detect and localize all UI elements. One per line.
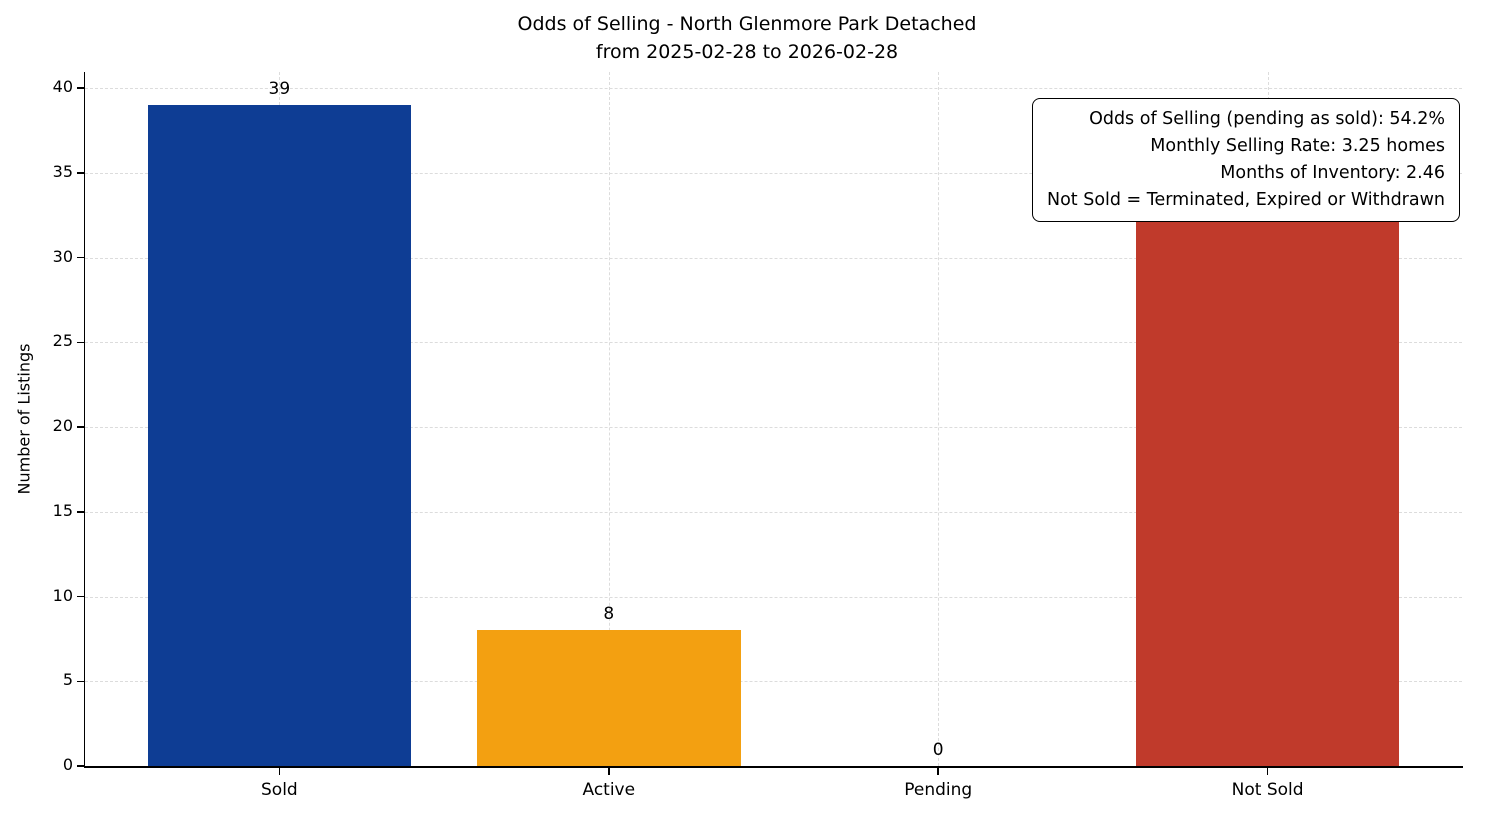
annotation-line-notsold-note: Not Sold = Terminated, Expired or Withdr… [1046,190,1445,210]
x-tick-mark [1266,767,1269,775]
bar-sold [147,105,412,766]
y-tick-label: 10 [52,585,73,605]
annotation-line-inventory: Months of Inventory: 2.46 [1220,163,1445,183]
y-tick-label: 35 [52,161,73,181]
gridline-horizontal [85,681,1462,683]
y-tick-mark [77,680,84,682]
gridline-vertical [608,72,610,766]
gridline-horizontal [85,342,1462,344]
gridline-horizontal [85,88,1462,90]
bar-value-label: 39 [268,79,291,100]
y-tick-mark [77,341,84,344]
y-tick-label: 20 [52,416,73,436]
y-tick-mark [77,426,84,428]
annotation-box: Odds of Selling (pending as sold): 54.2%… [1031,98,1460,222]
chart-subtitle: from 2025-02-28 to 2026-02-28 [595,41,899,63]
x-tick-label: Not Sold [1231,780,1304,800]
y-tick-mark [77,87,84,89]
x-tick-label: Pending [904,780,973,800]
x-axis-spine [83,766,1463,768]
y-tick-label: 0 [62,755,73,774]
bar-active [477,630,741,766]
bar-value-label: 8 [603,604,615,625]
y-tick-label: 40 [52,77,73,97]
bar-not-sold [1135,206,1400,766]
y-axis-spine [83,72,85,767]
y-tick-mark [77,256,84,259]
gridline-vertical [938,72,940,766]
x-tick-mark [608,767,610,775]
gridline-horizontal [85,511,1462,513]
y-tick-label: 25 [52,331,73,351]
gridline-horizontal [85,427,1462,429]
gridline-horizontal [85,596,1462,598]
annotation-line-rate: Monthly Selling Rate: 3.25 homes [1150,136,1445,156]
y-tick-mark [77,765,84,767]
bar-value-label: 0 [932,740,944,760]
annotation-line-odds: Odds of Selling (pending as sold): 54.2% [1089,109,1445,129]
gridline-horizontal [85,172,1462,174]
chart-title: Odds of Selling - North Glenmore Park De… [517,13,977,35]
y-tick-mark [77,595,84,598]
y-tick-label: 5 [62,670,73,690]
x-tick-mark [937,767,939,775]
x-tick-label: Active [582,780,636,800]
y-tick-label: 15 [52,500,73,520]
x-tick-mark [278,767,281,775]
y-tick-label: 30 [52,246,73,266]
y-tick-mark [77,172,84,174]
y-tick-mark [77,511,84,513]
gridline-horizontal [85,257,1462,259]
x-tick-label: Sold [261,780,298,800]
